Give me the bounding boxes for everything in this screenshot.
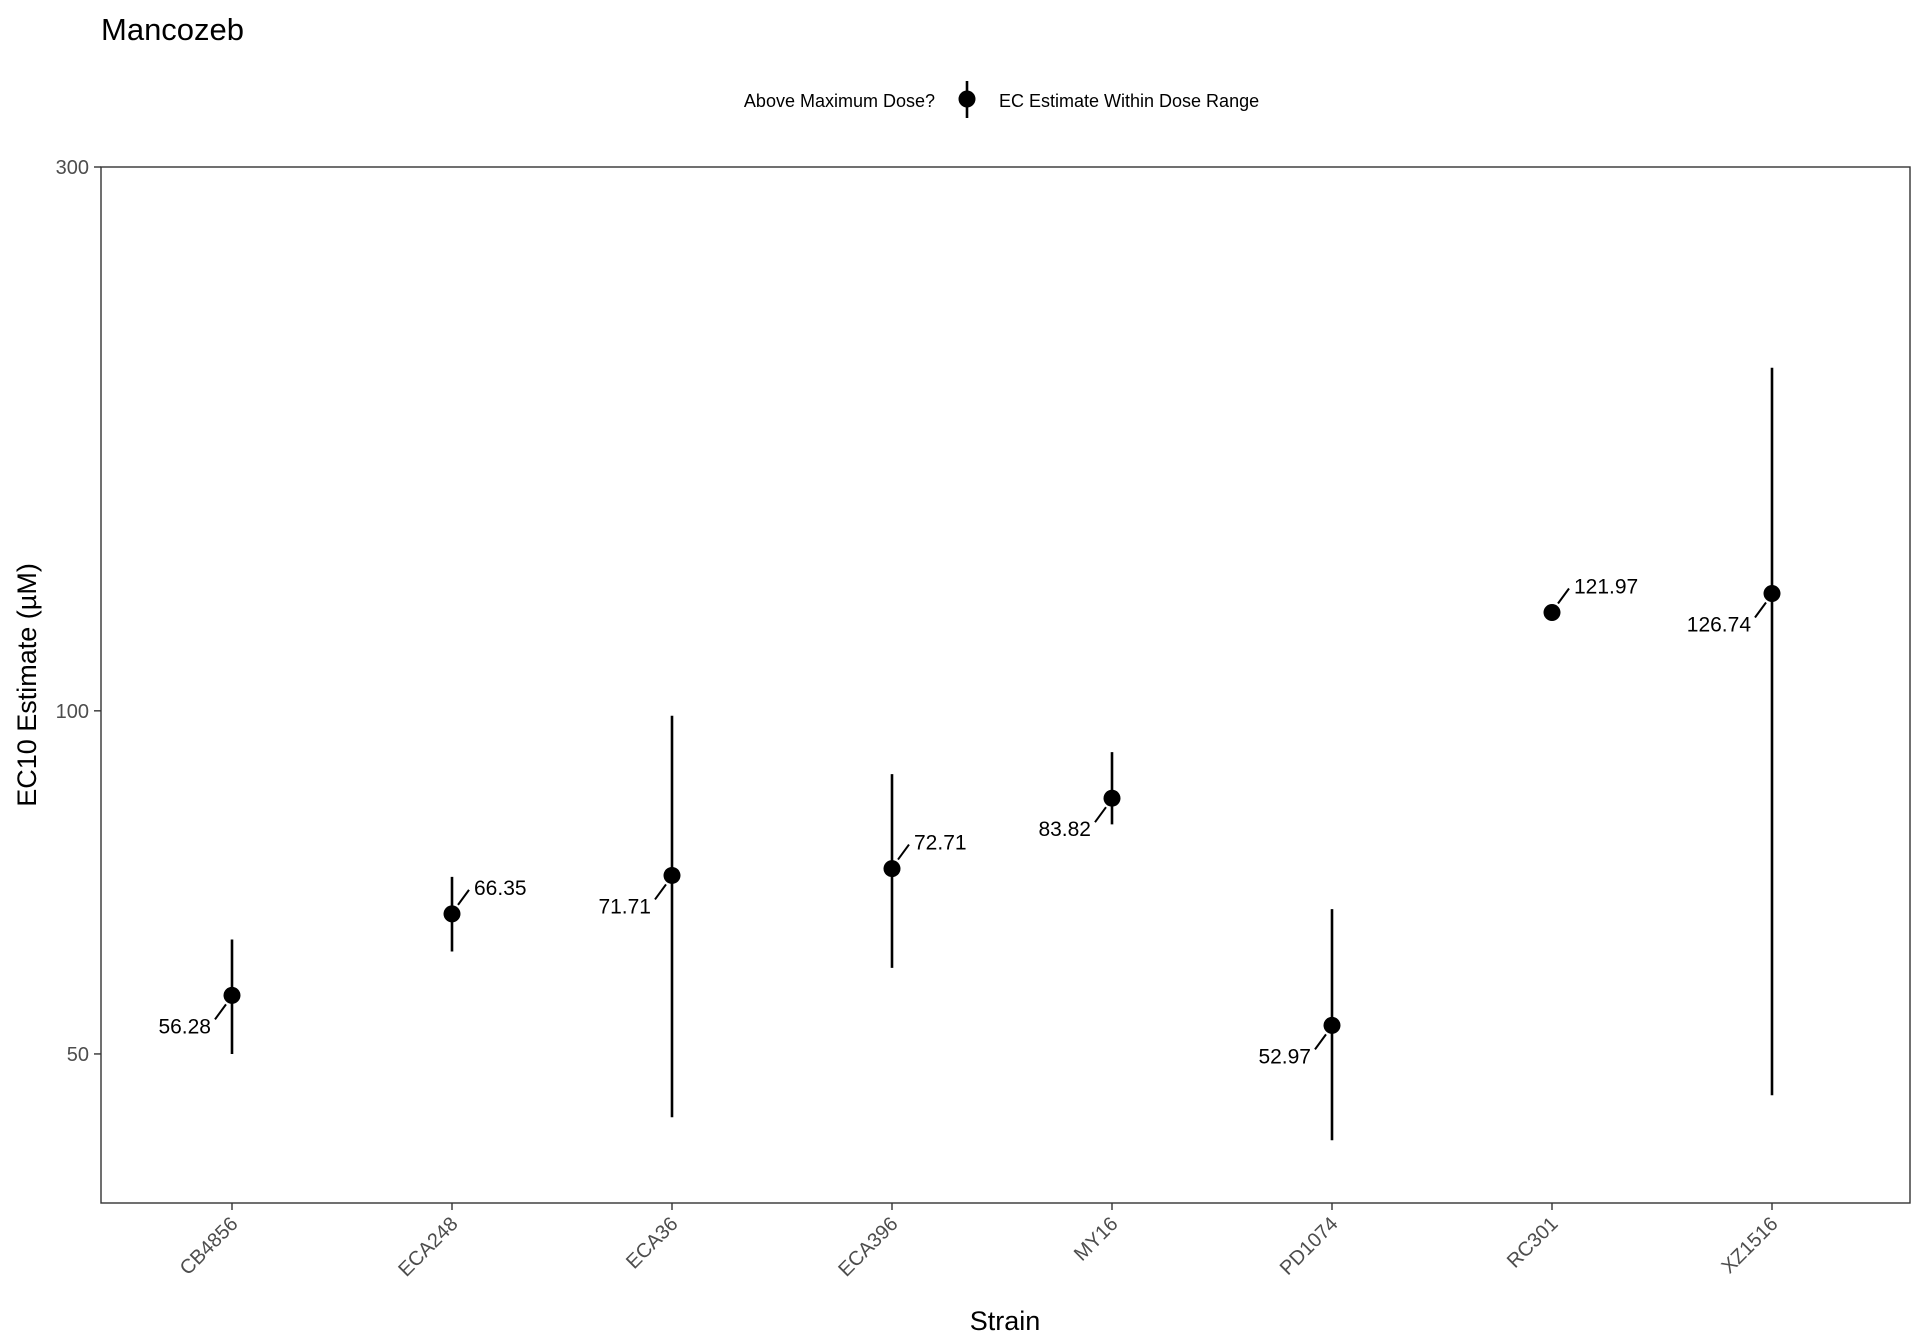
y-axis-title: EC10 Estimate (µM) — [12, 563, 42, 807]
legend: Above Maximum Dose? EC Estimate Within D… — [744, 81, 1259, 118]
label-leader — [1314, 1033, 1327, 1050]
x-tick-label: RC301 — [1503, 1213, 1563, 1273]
x-tick-label: CB4856 — [176, 1213, 243, 1280]
plot-panel — [100, 166, 1911, 1204]
legend-title: Above Maximum Dose? — [744, 91, 935, 111]
x-tick-label: MY16 — [1070, 1213, 1123, 1266]
label-leader — [897, 843, 910, 861]
data-label: 83.82 — [1038, 818, 1091, 841]
data-point — [883, 860, 901, 878]
label-leader — [1557, 587, 1570, 605]
legend-entry-label: EC Estimate Within Dose Range — [999, 91, 1259, 111]
x-tick-label: ECA396 — [834, 1213, 902, 1281]
x-tick-label: XZ1516 — [1717, 1213, 1782, 1278]
x-tick-label: ECA36 — [622, 1213, 682, 1273]
data-point — [663, 866, 681, 884]
x-axis: CB4856 ECA248 ECA36 ECA396 MY16 PD1074 RC301 XZ… — [176, 1203, 1783, 1281]
data-marks: 56.28 66.35 71.71 72.71 83.82 52.97 121.97 126.… — [158, 367, 1781, 1141]
y-tick-label: 100 — [56, 701, 89, 723]
data-label: 72.71 — [914, 832, 967, 855]
data-label: 121.97 — [1574, 576, 1638, 599]
data-point — [1103, 789, 1121, 807]
y-tick-label: 50 — [67, 1044, 89, 1066]
x-tick-label: ECA248 — [394, 1213, 462, 1281]
data-point — [1763, 585, 1781, 603]
y-axis: 50 100 300 — [56, 157, 101, 1066]
data-label: 71.71 — [598, 895, 651, 918]
y-tick-label: 300 — [56, 157, 89, 179]
data-point — [1323, 1016, 1341, 1034]
data-label: 126.74 — [1687, 614, 1752, 637]
data-label: 66.35 — [474, 877, 527, 900]
label-leader — [457, 889, 470, 906]
legend-key-point — [958, 90, 976, 108]
chart-title: Mancozeb — [101, 12, 244, 47]
x-axis-title: Strain — [970, 1306, 1041, 1336]
data-label: 56.28 — [158, 1015, 211, 1038]
data-point — [1543, 604, 1561, 622]
x-tick-label: PD1074 — [1276, 1213, 1343, 1280]
label-leader — [214, 1003, 227, 1020]
data-label: 52.97 — [1258, 1045, 1311, 1068]
label-leader — [1754, 601, 1767, 619]
label-leader — [654, 883, 667, 901]
data-point — [223, 986, 241, 1004]
label-leader — [1094, 806, 1107, 823]
data-point — [443, 905, 461, 923]
